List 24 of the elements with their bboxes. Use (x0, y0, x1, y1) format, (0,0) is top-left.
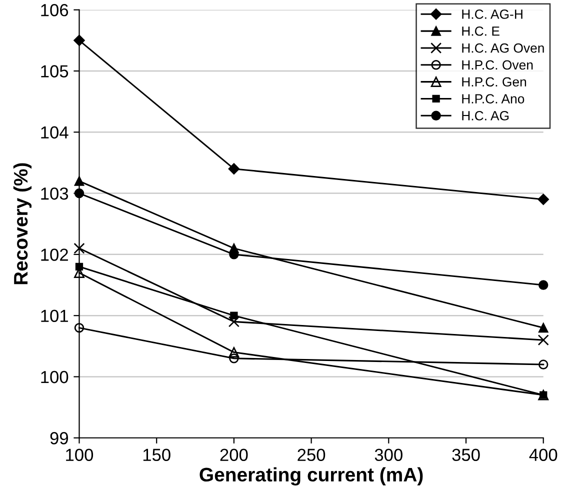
legend-label: H.P.C. Ano (462, 94, 524, 104)
x-tick-label: 300 (374, 448, 402, 462)
y-tick-label: 105 (41, 65, 68, 78)
y-axis-title: Recovery (%) (13, 163, 32, 284)
legend-label: H.C. AG Oven (462, 43, 544, 53)
y-tick-label: 100 (41, 370, 68, 384)
legend-label: H.P.C. Oven (462, 60, 533, 70)
y-tick-label: 104 (41, 126, 68, 139)
x-tick-label: 350 (452, 448, 480, 462)
y-tick-label: 103 (41, 187, 68, 200)
y-tick-label: 102 (41, 248, 68, 261)
x-tick-label: 250 (298, 448, 326, 462)
x-axis-title: Generating current (mA) (200, 467, 423, 486)
x-tick-label: 100 (66, 448, 94, 462)
legend-label: H.P.C. Gen (462, 77, 526, 87)
y-tick-label: 106 (41, 4, 68, 16)
y-tick-label: 101 (41, 310, 68, 322)
x-tick-label: 200 (220, 448, 248, 462)
legend-label: H.C. AG (462, 111, 509, 120)
y-tick-label: 99 (50, 432, 68, 444)
x-tick-label: 400 (529, 448, 558, 462)
legend-label: H.C. E (462, 26, 500, 36)
legend-label: H.C. AG-H (462, 10, 522, 19)
x-tick-label: 150 (143, 448, 170, 462)
